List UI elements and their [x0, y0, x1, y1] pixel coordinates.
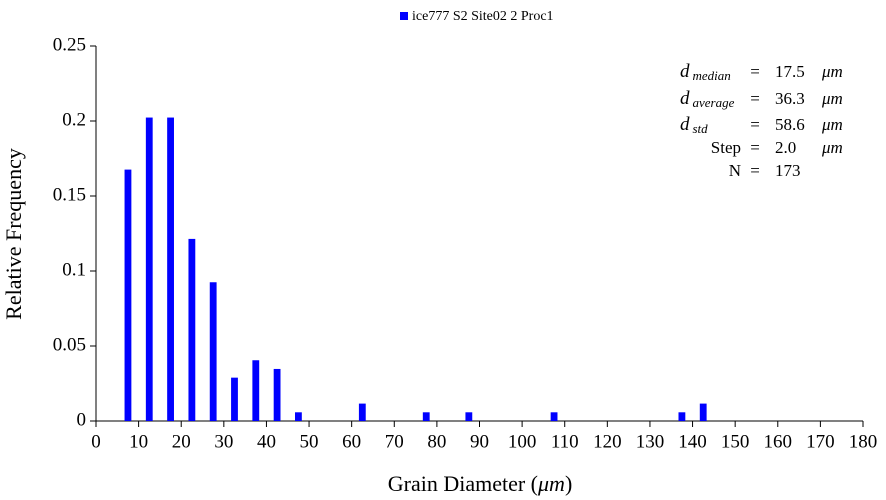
stat-symbol: d — [680, 114, 690, 135]
stat-equals: = — [750, 89, 760, 108]
stat-label: d std — [680, 114, 708, 136]
x-tick-label: 110 — [551, 431, 579, 452]
x-title-part: ) — [565, 471, 572, 496]
stat-value: 2.0 — [775, 138, 796, 157]
bar — [422, 412, 430, 421]
legend-swatch — [400, 12, 408, 20]
x-axis-title: Grain Diameter (μm) — [388, 471, 573, 496]
stat-subscript: median — [693, 68, 731, 83]
bar — [678, 412, 686, 421]
x-tick-label: 10 — [129, 431, 148, 452]
x-title-part: Grain Diameter ( — [388, 471, 538, 496]
y-tick-label: 0.2 — [62, 109, 86, 130]
stat-equals: = — [750, 115, 760, 134]
y-tick-label: 0.15 — [53, 184, 86, 205]
stat-equals: = — [750, 62, 760, 81]
stat-value: 58.6 — [775, 115, 805, 134]
x-tick-label: 50 — [300, 431, 319, 452]
stat-subscript: average — [693, 95, 735, 110]
x-tick-label: 170 — [806, 431, 835, 452]
stat-unit: μm — [821, 62, 843, 81]
stat-value: 17.5 — [775, 62, 805, 81]
stat-label: d median — [680, 61, 731, 83]
x-tick-label: 30 — [214, 431, 233, 452]
stat-subscript: std — [693, 121, 709, 136]
x-title-part: μm — [537, 471, 565, 496]
bar — [699, 403, 707, 421]
x-tick-label: 60 — [342, 431, 361, 452]
x-tick-label: 130 — [636, 431, 665, 452]
stat-label: d average — [680, 88, 735, 110]
x-tick-label: 20 — [172, 431, 191, 452]
stat-unit: μm — [821, 138, 843, 157]
x-tick-label: 70 — [385, 431, 404, 452]
x-tick-label: 90 — [470, 431, 489, 452]
bar — [124, 169, 132, 421]
stat-equals: = — [750, 161, 760, 180]
bar — [273, 368, 281, 421]
bar — [465, 412, 473, 421]
stat-label: N — [729, 161, 741, 180]
bar — [550, 412, 558, 421]
x-tick-label: 80 — [427, 431, 446, 452]
bar — [252, 360, 260, 421]
bar — [167, 117, 174, 422]
y-tick-label: 0.05 — [53, 334, 86, 355]
x-tick-label: 140 — [678, 431, 707, 452]
x-tick-label: 150 — [721, 431, 750, 452]
y-axis-title: Relative Frequency — [1, 148, 26, 320]
bar — [145, 117, 153, 422]
stat-unit: μm — [821, 115, 843, 134]
bar — [231, 377, 238, 421]
x-tick-label: 100 — [508, 431, 537, 452]
x-tick-label: 40 — [257, 431, 276, 452]
x-tick-label: 120 — [593, 431, 622, 452]
y-tick-label: 0.1 — [62, 259, 86, 280]
stat-value: 173 — [775, 161, 801, 180]
stat-symbol: d — [680, 61, 690, 82]
y-tick-label: 0 — [77, 409, 87, 430]
legend-label: ice777 S2 Site02 2 Proc1 — [412, 9, 554, 24]
stat-unit: μm — [821, 89, 843, 108]
x-tick-label: 0 — [91, 431, 101, 452]
bar — [209, 282, 217, 421]
y-tick-label: 0.25 — [53, 34, 86, 55]
stat-label: Step — [711, 138, 741, 157]
stat-value: 36.3 — [775, 89, 805, 108]
stat-symbol: d — [680, 88, 690, 109]
bar — [188, 238, 196, 421]
stat-equals: = — [750, 138, 760, 157]
bar — [294, 412, 302, 421]
x-tick-label: 160 — [764, 431, 793, 452]
x-tick-label: 180 — [849, 431, 878, 452]
bar — [358, 403, 366, 421]
